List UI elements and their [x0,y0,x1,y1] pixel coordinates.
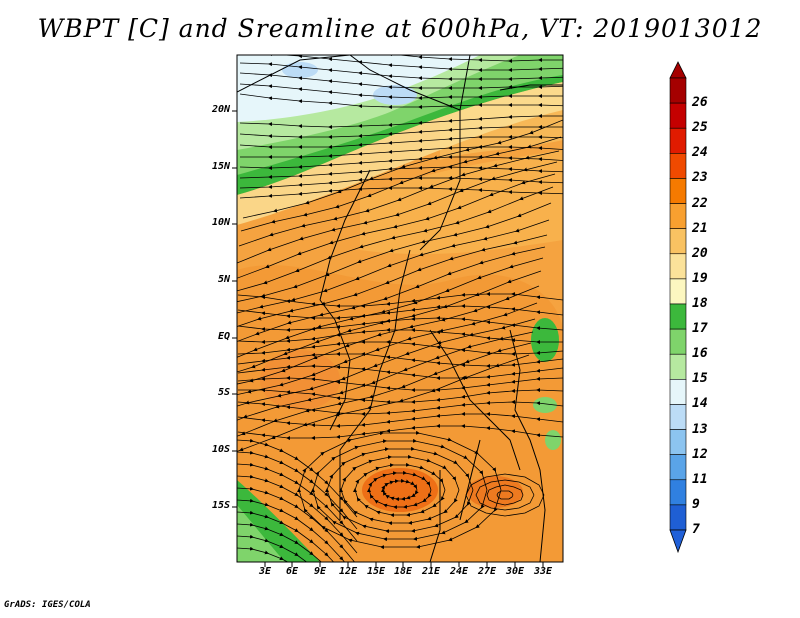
colorbar-swatch-10 [669,328,687,355]
colorbar-bottom-arrow [669,529,687,554]
lat-label-4: EQ [217,331,230,342]
colorbar-swatch-7 [669,253,687,280]
colorbar-label-6: 20 [692,245,708,261]
colorbar-swatch-16 [669,479,687,506]
lat-label-7: 15S [211,500,230,511]
streamline [237,423,563,441]
lon-label-7: 24E [449,566,469,577]
colorbar-label-13: 13 [692,421,708,437]
colorbar [669,61,687,554]
colorbar-swatch-9 [669,303,687,330]
colorbar-swatch-13 [669,404,687,430]
lon-label-9: 30E [505,566,525,577]
colorbar-label-14: 12 [692,446,708,462]
lon-label-2: 9E [313,566,327,577]
colorbar-swatch-8 [669,278,687,305]
wbpt-shading [237,55,563,562]
colorbar-swatch-0 [669,77,687,104]
colorbar-label-3: 23 [692,170,708,186]
colorbar-label-11: 15 [692,371,708,387]
colorbar-swatch-3 [669,153,687,179]
colorbar-swatch-17 [669,504,687,531]
lat-label-6: 10S [211,444,230,455]
colorbar-label-9: 17 [692,321,708,337]
lat-label-5: 5S [217,387,230,398]
lon-label-6: 21E [421,566,441,577]
colorbar-swatch-6 [669,228,687,255]
colorbar-swatch-4 [669,178,687,204]
lon-label-4: 15E [366,566,386,577]
streamline [237,411,563,428]
colorbar-label-8: 18 [692,296,708,311]
colorbar-swatch-2 [669,127,687,154]
colorbar-label-0: 26 [692,95,708,111]
colorbar-label-12: 14 [692,396,708,412]
colorbar-label-16: 9 [692,496,700,512]
lat-label-3: 5N [217,274,230,285]
colorbar-label-15: 11 [692,471,708,487]
streamline [496,490,514,500]
lon-label-0: 3E [258,566,272,577]
lat-label-2: 10N [211,217,230,228]
colorbar-swatch-14 [669,429,687,455]
colorbar-swatch-1 [669,102,687,129]
lon-label-10: 33E [533,566,553,577]
streamline [475,479,535,511]
lat-label-0: 20N [211,104,230,115]
colorbar-label-5: 21 [692,220,708,236]
lon-label-5: 18E [393,566,413,577]
streamline [486,484,524,506]
colorbar-label-10: 16 [692,346,708,362]
country-borders [237,55,563,562]
chart-title: WBPT [C] and Sreamline at 600hPa, VT: 20… [37,14,763,43]
lon-label-8: 27E [477,566,497,577]
colorbar-label-17: 7 [692,522,700,537]
streamline [237,546,344,562]
streamline [237,364,563,381]
colorbar-swatch-5 [669,203,687,229]
lat-label-1: 15N [211,161,230,172]
colorbar-label-7: 19 [692,270,708,286]
colorbar-label-2: 24 [692,145,708,161]
lon-label-3: 12E [338,566,358,577]
footer-credit: GrADS: IGES/COLA [4,600,91,610]
streamline [239,93,563,110]
colorbar-swatch-15 [669,454,687,481]
colorbar-swatch-11 [669,353,687,380]
streamline [237,291,563,309]
colorbar-label-1: 25 [692,120,708,136]
colorbar-label-4: 22 [692,195,708,211]
colorbar-swatch-12 [669,379,687,405]
colorbar-top-arrow [669,61,687,79]
lon-label-1: 6E [285,566,299,577]
map-frame [236,54,564,563]
